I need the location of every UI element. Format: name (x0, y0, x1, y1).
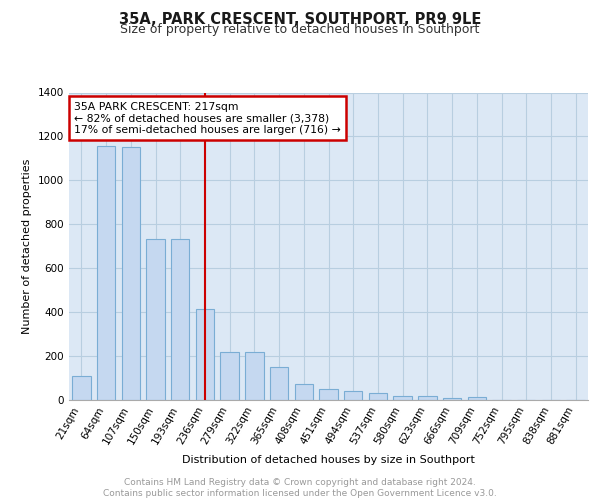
Bar (418, 396, 437, 400)
Bar (171, 238, 190, 400)
Text: 35A PARK CRESCENT: 217sqm
← 82% of detached houses are smaller (3,378)
17% of se: 35A PARK CRESCENT: 217sqm ← 82% of detac… (74, 102, 341, 135)
Bar (295, 384, 313, 400)
Y-axis label: Number of detached properties: Number of detached properties (22, 158, 32, 334)
Bar (443, 398, 461, 400)
Bar (122, 148, 140, 400)
Text: 35A, PARK CRESCENT, SOUTHPORT, PR9 9LE: 35A, PARK CRESCENT, SOUTHPORT, PR9 9LE (119, 12, 481, 28)
Bar (146, 238, 165, 400)
Bar (394, 396, 412, 400)
Bar (72, 376, 91, 400)
Bar (319, 389, 338, 400)
Bar (196, 309, 214, 400)
Bar (344, 391, 362, 400)
Bar (220, 352, 239, 400)
Bar (467, 396, 486, 400)
X-axis label: Distribution of detached houses by size in Southport: Distribution of detached houses by size … (182, 454, 475, 464)
Text: Contains HM Land Registry data © Crown copyright and database right 2024.
Contai: Contains HM Land Registry data © Crown c… (103, 478, 497, 498)
Text: Size of property relative to detached houses in Southport: Size of property relative to detached ho… (121, 22, 479, 36)
Bar (270, 367, 289, 400)
Bar (245, 352, 263, 400)
Bar (368, 394, 387, 400)
Bar (97, 146, 115, 400)
